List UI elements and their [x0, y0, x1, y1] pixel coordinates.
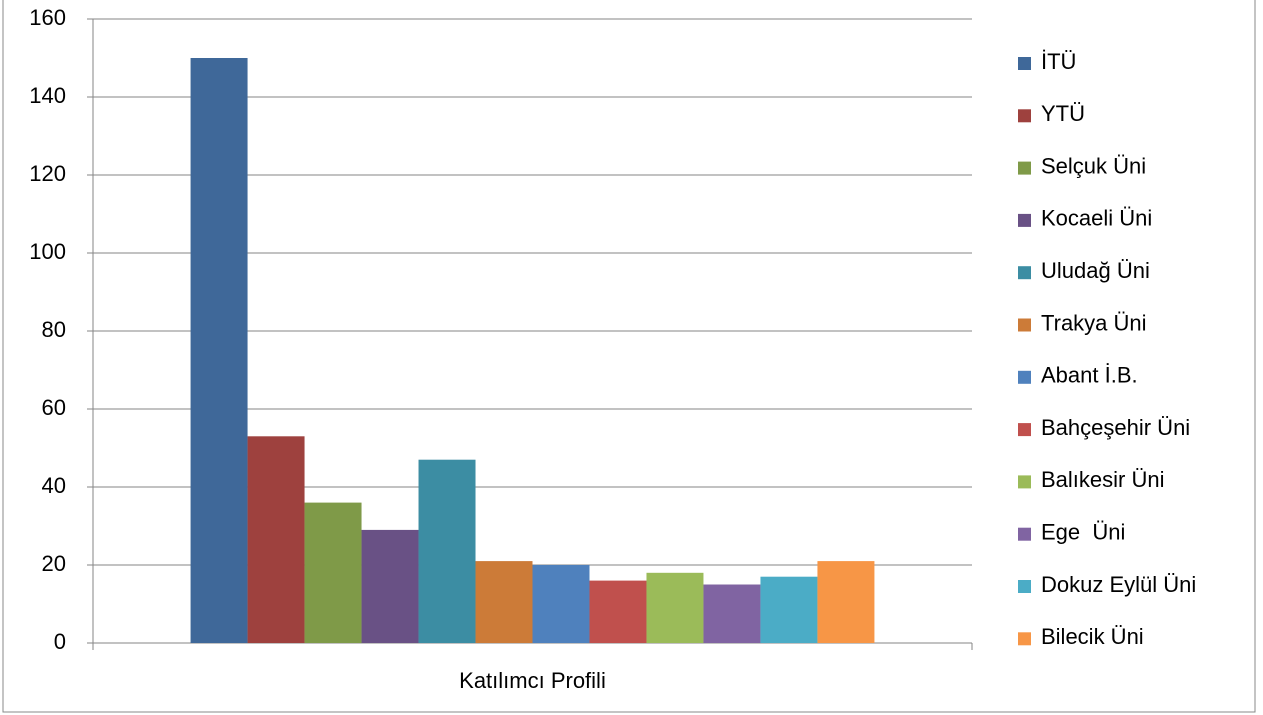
- y-tick-label: 60: [42, 395, 66, 420]
- legend-swatch: [1018, 423, 1031, 437]
- legend-swatch: [1018, 266, 1031, 280]
- legend-label: Abant İ.B.: [1041, 363, 1138, 388]
- y-tick-label: 80: [42, 317, 66, 342]
- legend-label: Bilecik Üni: [1041, 624, 1144, 649]
- legend-swatch: [1018, 109, 1031, 123]
- legend-swatch: [1018, 161, 1031, 175]
- legend-label: Kocaeli Üni: [1041, 206, 1152, 231]
- y-tick-label: 0: [54, 629, 66, 654]
- y-tick-label: 40: [42, 473, 66, 498]
- legend-label: Bahçeşehir Üni: [1041, 415, 1190, 440]
- legend-label: Ege Üni: [1041, 520, 1125, 545]
- bar: [817, 561, 875, 643]
- legend-swatch: [1018, 57, 1031, 70]
- bar: [532, 565, 590, 643]
- bar: [475, 561, 533, 643]
- bar: [589, 580, 647, 643]
- legend-swatch: [1018, 318, 1031, 332]
- y-tick-label: 100: [29, 239, 66, 264]
- legend-label: Trakya Üni: [1041, 310, 1147, 335]
- bar: [418, 459, 476, 643]
- bar: [361, 529, 419, 643]
- legend-swatch: [1018, 632, 1031, 646]
- y-tick-label: 140: [29, 83, 66, 108]
- y-tick-label: 120: [29, 161, 66, 186]
- legend-swatch: [1018, 580, 1031, 593]
- legend-label: İTÜ: [1041, 49, 1076, 74]
- legend-swatch: [1018, 527, 1031, 541]
- legend-swatch: [1018, 213, 1031, 227]
- legend-label: YTÜ: [1041, 101, 1085, 126]
- bar: [760, 576, 818, 643]
- bar: [646, 572, 704, 643]
- bar: [247, 436, 305, 643]
- legend-label: Selçuk Üni: [1041, 153, 1146, 178]
- x-tick-label: Katılımcı Profili: [459, 668, 606, 693]
- bar: [304, 502, 362, 643]
- legend-label: Dokuz Eylül Üni: [1041, 572, 1196, 597]
- bar: [190, 58, 248, 643]
- y-tick-label: 20: [42, 551, 66, 576]
- y-tick-label: 160: [29, 5, 66, 30]
- legend-label: Uludağ Üni: [1041, 258, 1150, 283]
- legend-label: Balıkesir Üni: [1041, 467, 1164, 492]
- legend-swatch: [1018, 475, 1031, 489]
- legend-swatch: [1018, 370, 1031, 384]
- bar: [703, 584, 761, 643]
